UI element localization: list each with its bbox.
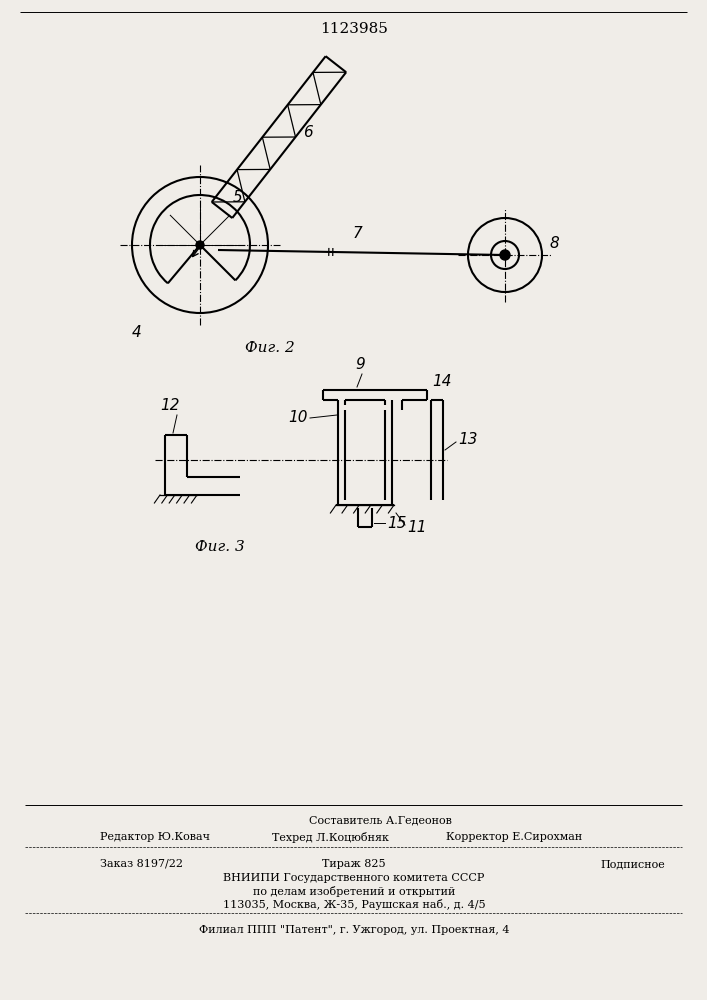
Text: Филиал ППП "Патент", г. Ужгород, ул. Проектная, 4: Филиал ППП "Патент", г. Ужгород, ул. Про… xyxy=(199,925,509,935)
Text: Техред Л.Коцюбняк: Техред Л.Коцюбняк xyxy=(271,832,388,843)
Text: 6: 6 xyxy=(303,125,313,140)
Text: 7: 7 xyxy=(353,227,363,241)
Text: Заказ 8197/22: Заказ 8197/22 xyxy=(100,859,183,869)
Text: Фиг. 3: Фиг. 3 xyxy=(195,540,245,554)
Text: 8: 8 xyxy=(550,235,560,250)
Text: 1123985: 1123985 xyxy=(320,22,388,36)
Text: 15: 15 xyxy=(387,516,407,532)
Text: ВНИИПИ Государственного комитета СССР: ВНИИПИ Государственного комитета СССР xyxy=(223,873,485,883)
Text: 12: 12 xyxy=(160,398,180,413)
Text: Корректор Е.Сирохман: Корректор Е.Сирохман xyxy=(445,832,582,842)
Text: Составитель А.Гедеонов: Составитель А.Гедеонов xyxy=(308,815,452,825)
Text: 4: 4 xyxy=(132,325,142,340)
Text: Редактор Ю.Ковач: Редактор Ю.Ковач xyxy=(100,832,210,842)
Circle shape xyxy=(500,250,510,260)
Text: 13: 13 xyxy=(458,432,477,448)
Text: Фиг. 2: Фиг. 2 xyxy=(245,341,295,355)
Text: 14: 14 xyxy=(432,374,452,389)
Text: 9: 9 xyxy=(355,357,365,372)
Circle shape xyxy=(196,241,204,249)
Text: по делам изобретений и открытий: по делам изобретений и открытий xyxy=(253,886,455,897)
Text: 10: 10 xyxy=(288,410,308,426)
Text: Подписное: Подписное xyxy=(600,859,665,869)
Text: 5: 5 xyxy=(233,190,243,205)
Text: 11: 11 xyxy=(407,520,426,534)
Text: Тираж 825: Тираж 825 xyxy=(322,859,386,869)
Text: 113035, Москва, Ж-35, Раушская наб., д. 4/5: 113035, Москва, Ж-35, Раушская наб., д. … xyxy=(223,899,485,910)
